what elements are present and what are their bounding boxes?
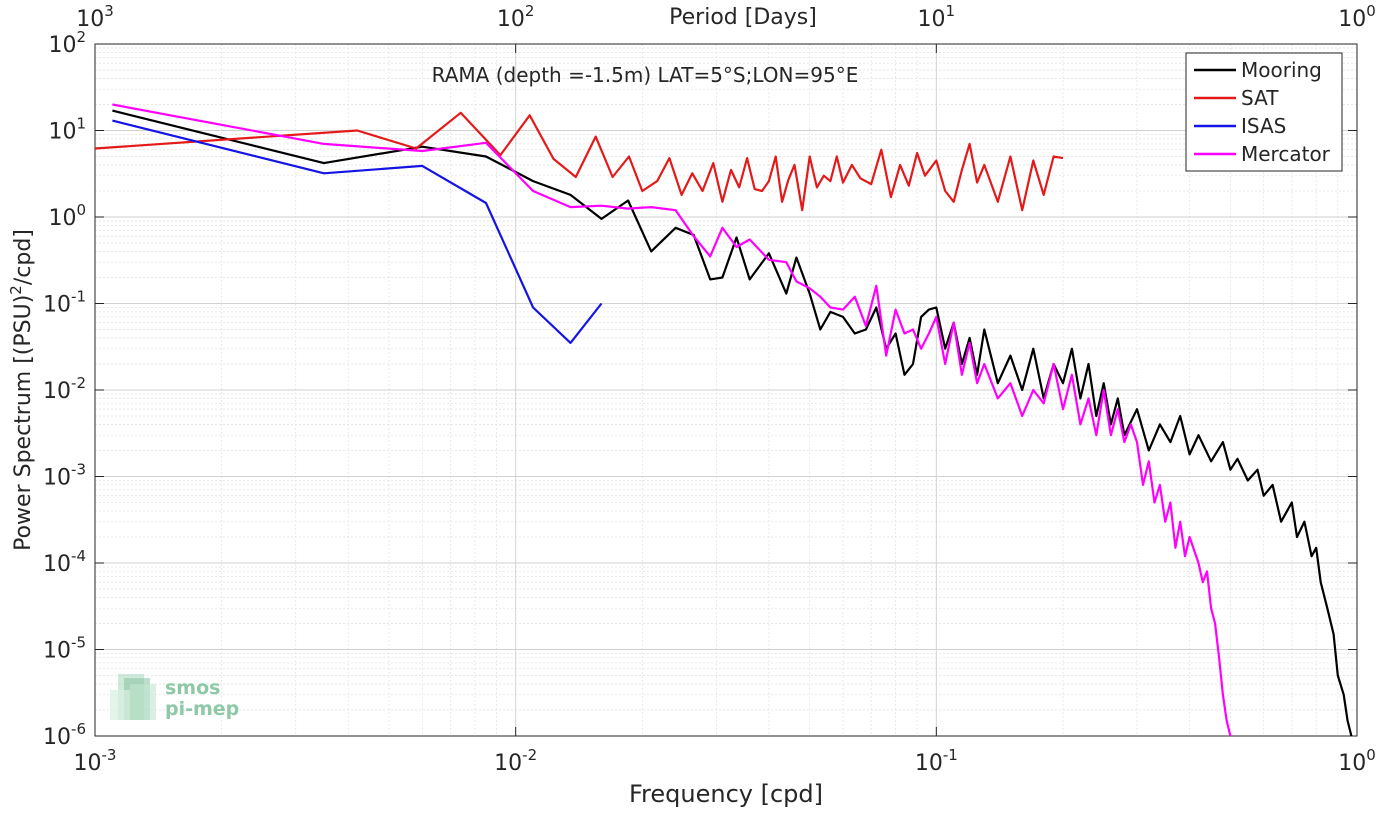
y-tick-label: 101 — [48, 115, 86, 145]
legend-label-mercator: Mercator — [1241, 142, 1331, 166]
y-tick-label: 10-4 — [43, 547, 86, 577]
top-x-tick-label-exponent: 0 — [1366, 2, 1376, 20]
x-tick-labels: 10-3 10-2 10-1 100 — [74, 746, 1376, 776]
y-tick-label-base: 10 — [48, 120, 76, 145]
y-tick-label: 10-1 — [43, 288, 86, 318]
y-axis-label-superscript: 2 — [7, 285, 25, 295]
top-x-tick-label-base: 10 — [1338, 7, 1366, 32]
x-tick-label-exponent: 0 — [1366, 746, 1376, 764]
series-line-sat — [94, 111, 1064, 212]
y-tick-label-exponent: -6 — [71, 720, 86, 738]
legend-label-isas: ISAS — [1241, 114, 1286, 138]
y-tick-label-base: 10 — [48, 206, 76, 231]
top-x-tick-label-exponent: 2 — [525, 2, 535, 20]
series-lines — [94, 103, 1353, 737]
top-x-tick-label: 100 — [1338, 2, 1376, 32]
y-tick-label-exponent: 1 — [76, 115, 86, 133]
y-tick-label-exponent: 0 — [76, 201, 86, 219]
smos-pi-mep-logo: smos pi-mep — [110, 674, 239, 720]
top-x-tick-label-base: 10 — [497, 7, 525, 32]
x-tick-label: 10-1 — [915, 746, 958, 776]
x-tick-label: 100 — [1338, 746, 1376, 776]
axis-ticks — [94, 43, 1358, 737]
y-tick-label-base: 10 — [43, 293, 71, 318]
top-x-tick-label-base: 10 — [76, 7, 104, 32]
x-tick-label-base: 10 — [74, 751, 102, 776]
x-tick-label-exponent: -3 — [102, 746, 117, 764]
top-x-tick-label: 103 — [76, 2, 114, 32]
top-x-tick-label-exponent: 1 — [946, 2, 956, 20]
x-tick-label: 10-2 — [494, 746, 537, 776]
y-axis-label-tail: /cpd] — [11, 229, 36, 285]
x-tick-label-base: 10 — [1338, 751, 1366, 776]
top-x-tick-labels: 103 102 101 100 — [76, 2, 1376, 32]
top-x-tick-label-exponent: 3 — [104, 2, 114, 20]
top-x-axis-label: Period [Days] — [669, 5, 817, 30]
legend-box — [1185, 52, 1343, 172]
x-tick-label-exponent: -1 — [943, 746, 958, 764]
logo-mark-icon — [110, 674, 156, 720]
x-tick-label-exponent: -2 — [522, 746, 537, 764]
y-tick-label-base: 10 — [43, 466, 71, 491]
y-tick-label: 102 — [48, 28, 86, 58]
y-tick-label-base: 10 — [43, 379, 71, 404]
legend-label-sat: SAT — [1241, 86, 1279, 110]
logo-text-line1: smos — [165, 677, 220, 699]
y-axis-label-main: Power Spectrum [(PSU) — [11, 295, 36, 551]
top-x-tick-label: 101 — [918, 2, 956, 32]
series-line-mooring — [112, 109, 1353, 737]
logo-text-line2: pi-mep — [165, 698, 239, 720]
top-x-tick-label: 102 — [497, 2, 535, 32]
y-tick-label: 10-6 — [43, 720, 86, 750]
y-tick-label: 10-3 — [43, 461, 86, 491]
chart-title: RAMA (depth =-1.5m) LAT=5°S;LON=95°E — [432, 63, 859, 87]
y-tick-label-base: 10 — [43, 639, 71, 664]
y-tick-label-exponent: -4 — [71, 547, 86, 565]
legend-label-mooring: Mooring — [1241, 58, 1322, 82]
y-tick-label: 100 — [48, 201, 86, 231]
y-tick-label: 10-2 — [43, 374, 86, 404]
y-tick-label-exponent: -3 — [71, 461, 86, 479]
y-tick-label-base: 10 — [43, 552, 71, 577]
y-tick-label-exponent: 2 — [76, 28, 86, 46]
series-line-mercator — [112, 103, 1232, 737]
y-axis-label: Power Spectrum [(PSU)2/cpd] — [7, 229, 36, 551]
top-x-tick-label-base: 10 — [918, 7, 946, 32]
y-tick-label-exponent: -2 — [71, 374, 86, 392]
x-tick-label-base: 10 — [494, 751, 522, 776]
y-tick-label-base: 10 — [43, 725, 71, 750]
y-tick-label-exponent: -1 — [71, 288, 86, 306]
y-tick-label: 10-5 — [43, 634, 86, 664]
y-tick-label-base: 10 — [48, 33, 76, 58]
series-line-isas — [112, 119, 603, 344]
x-tick-label-base: 10 — [915, 751, 943, 776]
x-axis-label: Frequency [cpd] — [629, 780, 823, 808]
x-tick-label: 10-3 — [74, 746, 117, 776]
y-tick-label-exponent: -5 — [71, 634, 86, 652]
legend: Mooring SAT ISAS Mercator — [1185, 52, 1343, 172]
